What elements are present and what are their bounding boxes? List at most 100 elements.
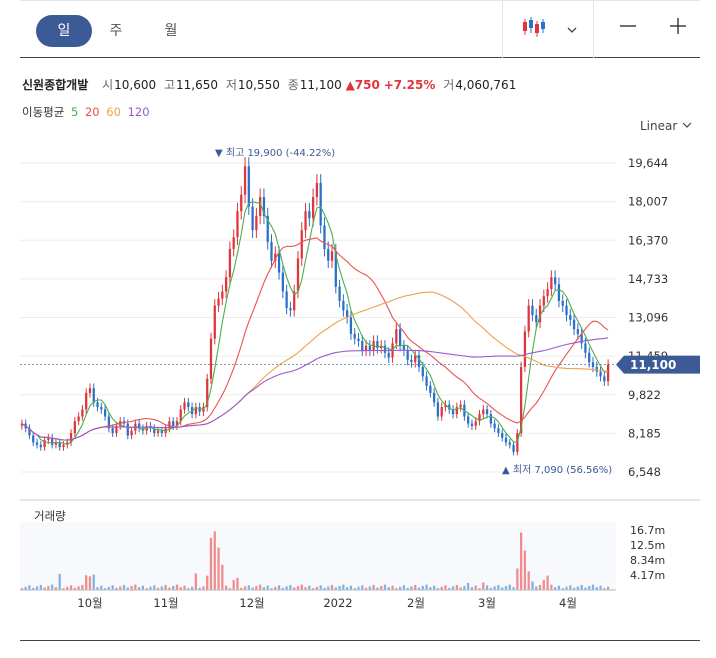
ma-60[interactable]: 60	[106, 105, 121, 119]
x-tick-label: 10월	[77, 596, 102, 610]
candle-body	[387, 352, 390, 358]
volume-bar	[391, 585, 394, 590]
volume-bar	[591, 584, 595, 590]
period-monthly-button[interactable]: 월	[164, 23, 178, 39]
volume-bar	[153, 585, 156, 590]
volume-bar	[535, 586, 538, 590]
candle-body	[557, 284, 561, 301]
volume-bar	[493, 586, 496, 590]
volume-bar	[603, 588, 606, 590]
minus-icon[interactable]	[616, 15, 640, 47]
candle-body	[156, 430, 160, 434]
open-value: 10,600	[114, 78, 157, 92]
candle-body	[470, 423, 474, 426]
ma-120-line	[21, 337, 609, 441]
ma-20[interactable]: 20	[84, 105, 100, 119]
candle-body	[92, 388, 95, 403]
candle-body	[69, 433, 73, 443]
candle-body	[489, 414, 492, 424]
volume-bar	[497, 584, 500, 590]
period-weekly-button[interactable]: 주	[109, 23, 123, 39]
ma-120[interactable]: 120	[127, 105, 150, 119]
volume-bar	[300, 584, 303, 590]
candle-body	[311, 197, 315, 219]
candle-body	[527, 305, 530, 332]
volume-bar	[429, 587, 432, 590]
candle-body	[327, 248, 330, 261]
candle-body	[550, 277, 553, 290]
volume-bar	[315, 586, 319, 590]
candle-body	[368, 345, 371, 351]
chevron-down-icon	[682, 122, 692, 128]
candle-body	[504, 437, 508, 443]
candle-body	[364, 345, 368, 351]
volume-bar	[421, 586, 424, 590]
ma-5[interactable]: 5	[70, 105, 79, 119]
candle-body	[315, 182, 319, 198]
candle-body	[277, 253, 281, 273]
scale-selector[interactable]: Linear	[640, 119, 693, 133]
candle-body	[77, 416, 80, 422]
ma-20-line	[21, 237, 609, 441]
candlestick-icon[interactable]	[516, 15, 552, 47]
volume-bar	[160, 586, 163, 590]
volume-bar	[467, 582, 470, 590]
candle-body	[576, 329, 579, 334]
volume-bar	[24, 586, 27, 590]
volume-bar	[202, 586, 205, 590]
volume-bar	[512, 587, 515, 590]
volume-bar	[285, 586, 288, 590]
candle-body	[293, 291, 296, 311]
min-annotation: ▲ 최저 7,090 (56.56%)	[502, 464, 612, 476]
volume-bar	[380, 586, 383, 590]
candle-body	[417, 355, 421, 367]
candle-body	[459, 404, 462, 408]
volume-bar	[538, 584, 542, 590]
current-price-tag	[616, 355, 700, 374]
volume-bar	[175, 584, 179, 590]
low-label: 저	[225, 78, 237, 92]
period-daily-button[interactable]: 일	[36, 15, 92, 47]
current-price-label: 11,100	[630, 358, 676, 372]
candle-body	[54, 442, 58, 445]
candle-body	[467, 416, 470, 424]
volume-bar	[606, 586, 610, 590]
volume-bar	[149, 586, 152, 590]
volume-bar	[440, 586, 443, 590]
volume-bar	[296, 586, 300, 590]
ma-label: 이동평균	[22, 105, 65, 119]
candle-body	[32, 435, 35, 443]
volume-bar	[595, 587, 598, 590]
volume-bar	[58, 573, 61, 590]
volume-bar	[217, 547, 220, 590]
volume-bar	[289, 584, 292, 590]
candle-body	[406, 350, 409, 360]
candle-body	[187, 402, 190, 408]
candle-body	[232, 237, 235, 249]
y-tick-label: 8,185	[628, 426, 661, 440]
candle-body	[330, 251, 334, 261]
volume-tick-label: 4.17m	[630, 569, 665, 582]
candle-body	[334, 251, 337, 287]
volume-bar	[187, 588, 190, 590]
volume-bar	[489, 587, 492, 590]
candle-body	[51, 437, 54, 445]
volume-bar	[319, 585, 322, 590]
volume-bar	[69, 585, 73, 590]
volume-bar	[96, 587, 99, 590]
volume-tick-label: 12.5m	[630, 539, 665, 552]
volume-bar	[584, 587, 587, 590]
volume-bar	[353, 588, 356, 590]
volume-bar	[194, 573, 197, 590]
volume-bar	[463, 586, 466, 590]
candle-body	[289, 307, 292, 311]
volume-bar	[20, 588, 24, 590]
chevron-down-icon[interactable]	[560, 15, 584, 47]
x-tick-label: 2월	[407, 596, 425, 610]
volume-bar	[504, 586, 508, 590]
volume-bar	[387, 587, 390, 590]
plus-icon[interactable]	[666, 15, 690, 47]
y-tick-label: 9,822	[628, 388, 661, 402]
x-tick-label: 12월	[239, 596, 264, 610]
